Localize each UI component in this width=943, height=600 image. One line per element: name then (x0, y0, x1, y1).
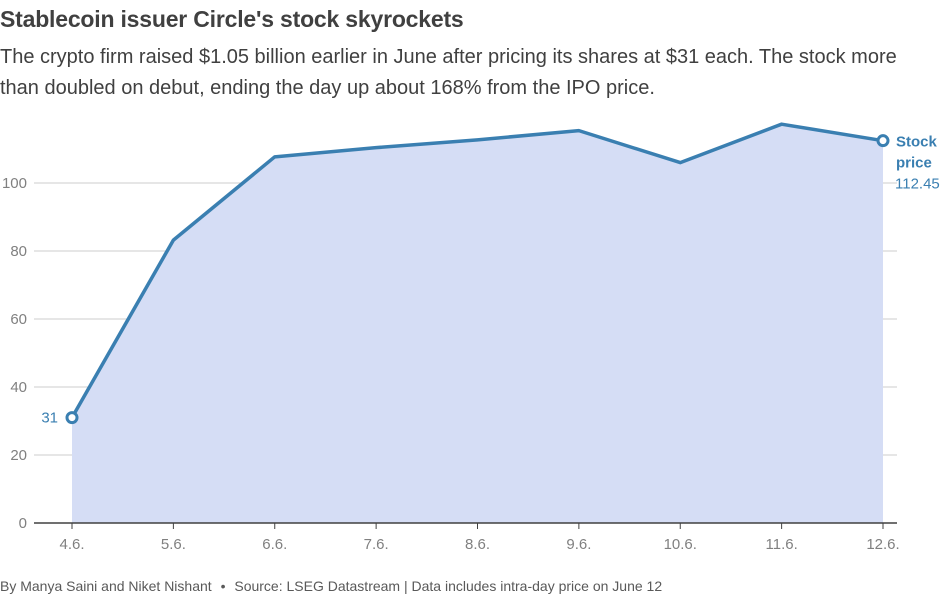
y-tick-label: 40 (10, 379, 27, 396)
series-annotations: 31 Stock price 112.45 (41, 134, 939, 427)
y-tick-label: 80 (10, 243, 27, 260)
chart-footer: By Manya Saini and Niket Nishant • Sourc… (0, 578, 662, 594)
x-axis-ticks: 4.6. 5.6. 6.6. 7.6. 8.6. 9.6. 10.6. 11.6. 12.6. (59, 523, 900, 553)
y-axis-tick-labels: 0 20 40 60 80 100 (2, 175, 27, 532)
series-line-stock-price (70, 122, 884, 419)
series-name-label: price (896, 155, 932, 172)
start-point-marker (65, 411, 79, 425)
y-tick-label: 20 (10, 447, 27, 464)
series-name-label: Stock (896, 134, 938, 151)
x-tick-label: 10.6. (664, 536, 697, 553)
end-point-marker (876, 134, 890, 148)
byline: By Manya Saini and Niket Nishant (0, 578, 212, 594)
x-tick-label: 8.6. (465, 536, 490, 553)
series-area-fill (72, 124, 883, 524)
chart-subtitle: The crypto firm raised $1.05 billion ear… (0, 46, 897, 99)
source-note: Source: LSEG Datastream | Data includes … (234, 578, 663, 594)
series-markers (65, 134, 890, 425)
x-tick-label: 7.6. (364, 536, 389, 553)
x-tick-label: 9.6. (566, 536, 591, 553)
chart-title: Stablecoin issuer Circle's stock skyrock… (0, 6, 464, 32)
y-tick-label: 100 (2, 175, 27, 192)
footer-bullet: • (220, 578, 226, 594)
x-tick-label: 5.6. (161, 536, 186, 553)
y-tick-label: 0 (19, 515, 27, 532)
start-value-label: 31 (41, 410, 58, 427)
x-tick-label: 12.6. (866, 536, 899, 553)
x-tick-label: 6.6. (262, 536, 287, 553)
y-tick-label: 60 (10, 311, 27, 328)
x-tick-label: 11.6. (766, 536, 798, 553)
end-value-label: 112.45 (895, 176, 940, 193)
x-tick-label: 4.6. (59, 536, 84, 553)
